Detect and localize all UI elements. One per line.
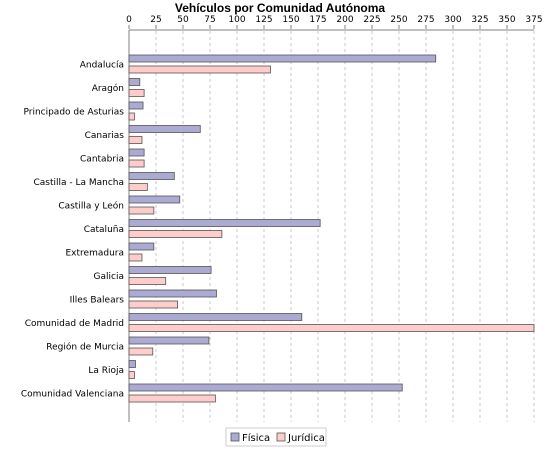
grid-lines: [155, 31, 535, 422]
x-tick-label: 175: [309, 15, 326, 25]
x-tick-label: 325: [471, 15, 488, 25]
bar: [128, 148, 145, 157]
x-tick-label: 100: [228, 15, 245, 25]
legend-label: Jurídica: [287, 432, 325, 444]
category-label: Illes Balears: [70, 296, 125, 306]
bar: [128, 136, 143, 144]
category-label: Canarias: [85, 131, 125, 141]
bar: [128, 65, 271, 74]
category-label: Galicia: [94, 272, 124, 282]
category-label: Comunidad Valenciana: [21, 390, 124, 400]
bar: [128, 78, 141, 86]
bar: [128, 300, 178, 309]
x-tick-label: 250: [390, 15, 407, 25]
x-tick-label: 75: [204, 15, 215, 25]
category-label: Principado de Asturias: [23, 108, 124, 118]
bars: [128, 54, 535, 403]
category-label: Extremadura: [66, 249, 125, 259]
bar: [128, 324, 535, 332]
legend: Física Jurídica: [225, 427, 327, 447]
category-label: Comunidad de Madrid: [25, 319, 124, 329]
bar: [128, 360, 136, 368]
x-tick-label: 350: [498, 15, 515, 25]
bar: [128, 101, 144, 110]
x-tick-label: 0: [126, 15, 132, 25]
category-label: Aragón: [92, 83, 124, 94]
bar: [128, 383, 403, 392]
x-tick-label: 200: [336, 15, 353, 25]
category-label: La Rioja: [88, 366, 124, 376]
bar: [128, 242, 155, 251]
x-tick-label: 25: [150, 15, 161, 25]
x-tick-label: 375: [525, 15, 542, 25]
bar: [128, 336, 210, 345]
x-tick-label: 225: [363, 15, 380, 25]
category-label: Castilla - La Mancha: [33, 178, 124, 188]
x-tick-label: 150: [282, 15, 299, 25]
bar: [128, 219, 321, 227]
bar: [128, 266, 212, 274]
x-tick-label: 275: [417, 15, 434, 25]
bar: [128, 289, 217, 298]
bar: [128, 112, 135, 121]
bar: [128, 125, 201, 133]
legend-label: Física: [242, 432, 270, 444]
bar: [128, 230, 223, 238]
x-tick-label: 125: [255, 15, 272, 25]
legend-swatch: [230, 432, 240, 442]
chart-title: Vehículos por Comunidad Autónoma: [175, 1, 386, 15]
category-labels: Andalucía Aragón Principado de Asturias Can…: [21, 61, 124, 400]
bar: [128, 371, 135, 379]
category-label: Castilla y León: [58, 201, 124, 212]
bar: [128, 172, 175, 180]
bar: [128, 183, 148, 191]
bar: [128, 206, 155, 215]
legend-swatch: [276, 432, 286, 442]
category-label: Andalucía: [80, 61, 124, 71]
bar: [128, 54, 437, 63]
category-label: Cataluña: [84, 225, 124, 235]
bar: [128, 313, 303, 321]
x-tick-label: 300: [444, 15, 461, 25]
x-tick-label: 50: [177, 15, 189, 25]
category-label: Región de Murcia: [46, 342, 124, 353]
legend-box: [225, 427, 327, 447]
bar: [128, 277, 167, 285]
bar: [128, 394, 216, 403]
bar: [128, 89, 145, 97]
bar: [128, 253, 143, 262]
bar: [128, 159, 145, 168]
bar: [128, 195, 181, 204]
bar: [128, 347, 154, 356]
category-label: Cantabria: [80, 155, 124, 165]
